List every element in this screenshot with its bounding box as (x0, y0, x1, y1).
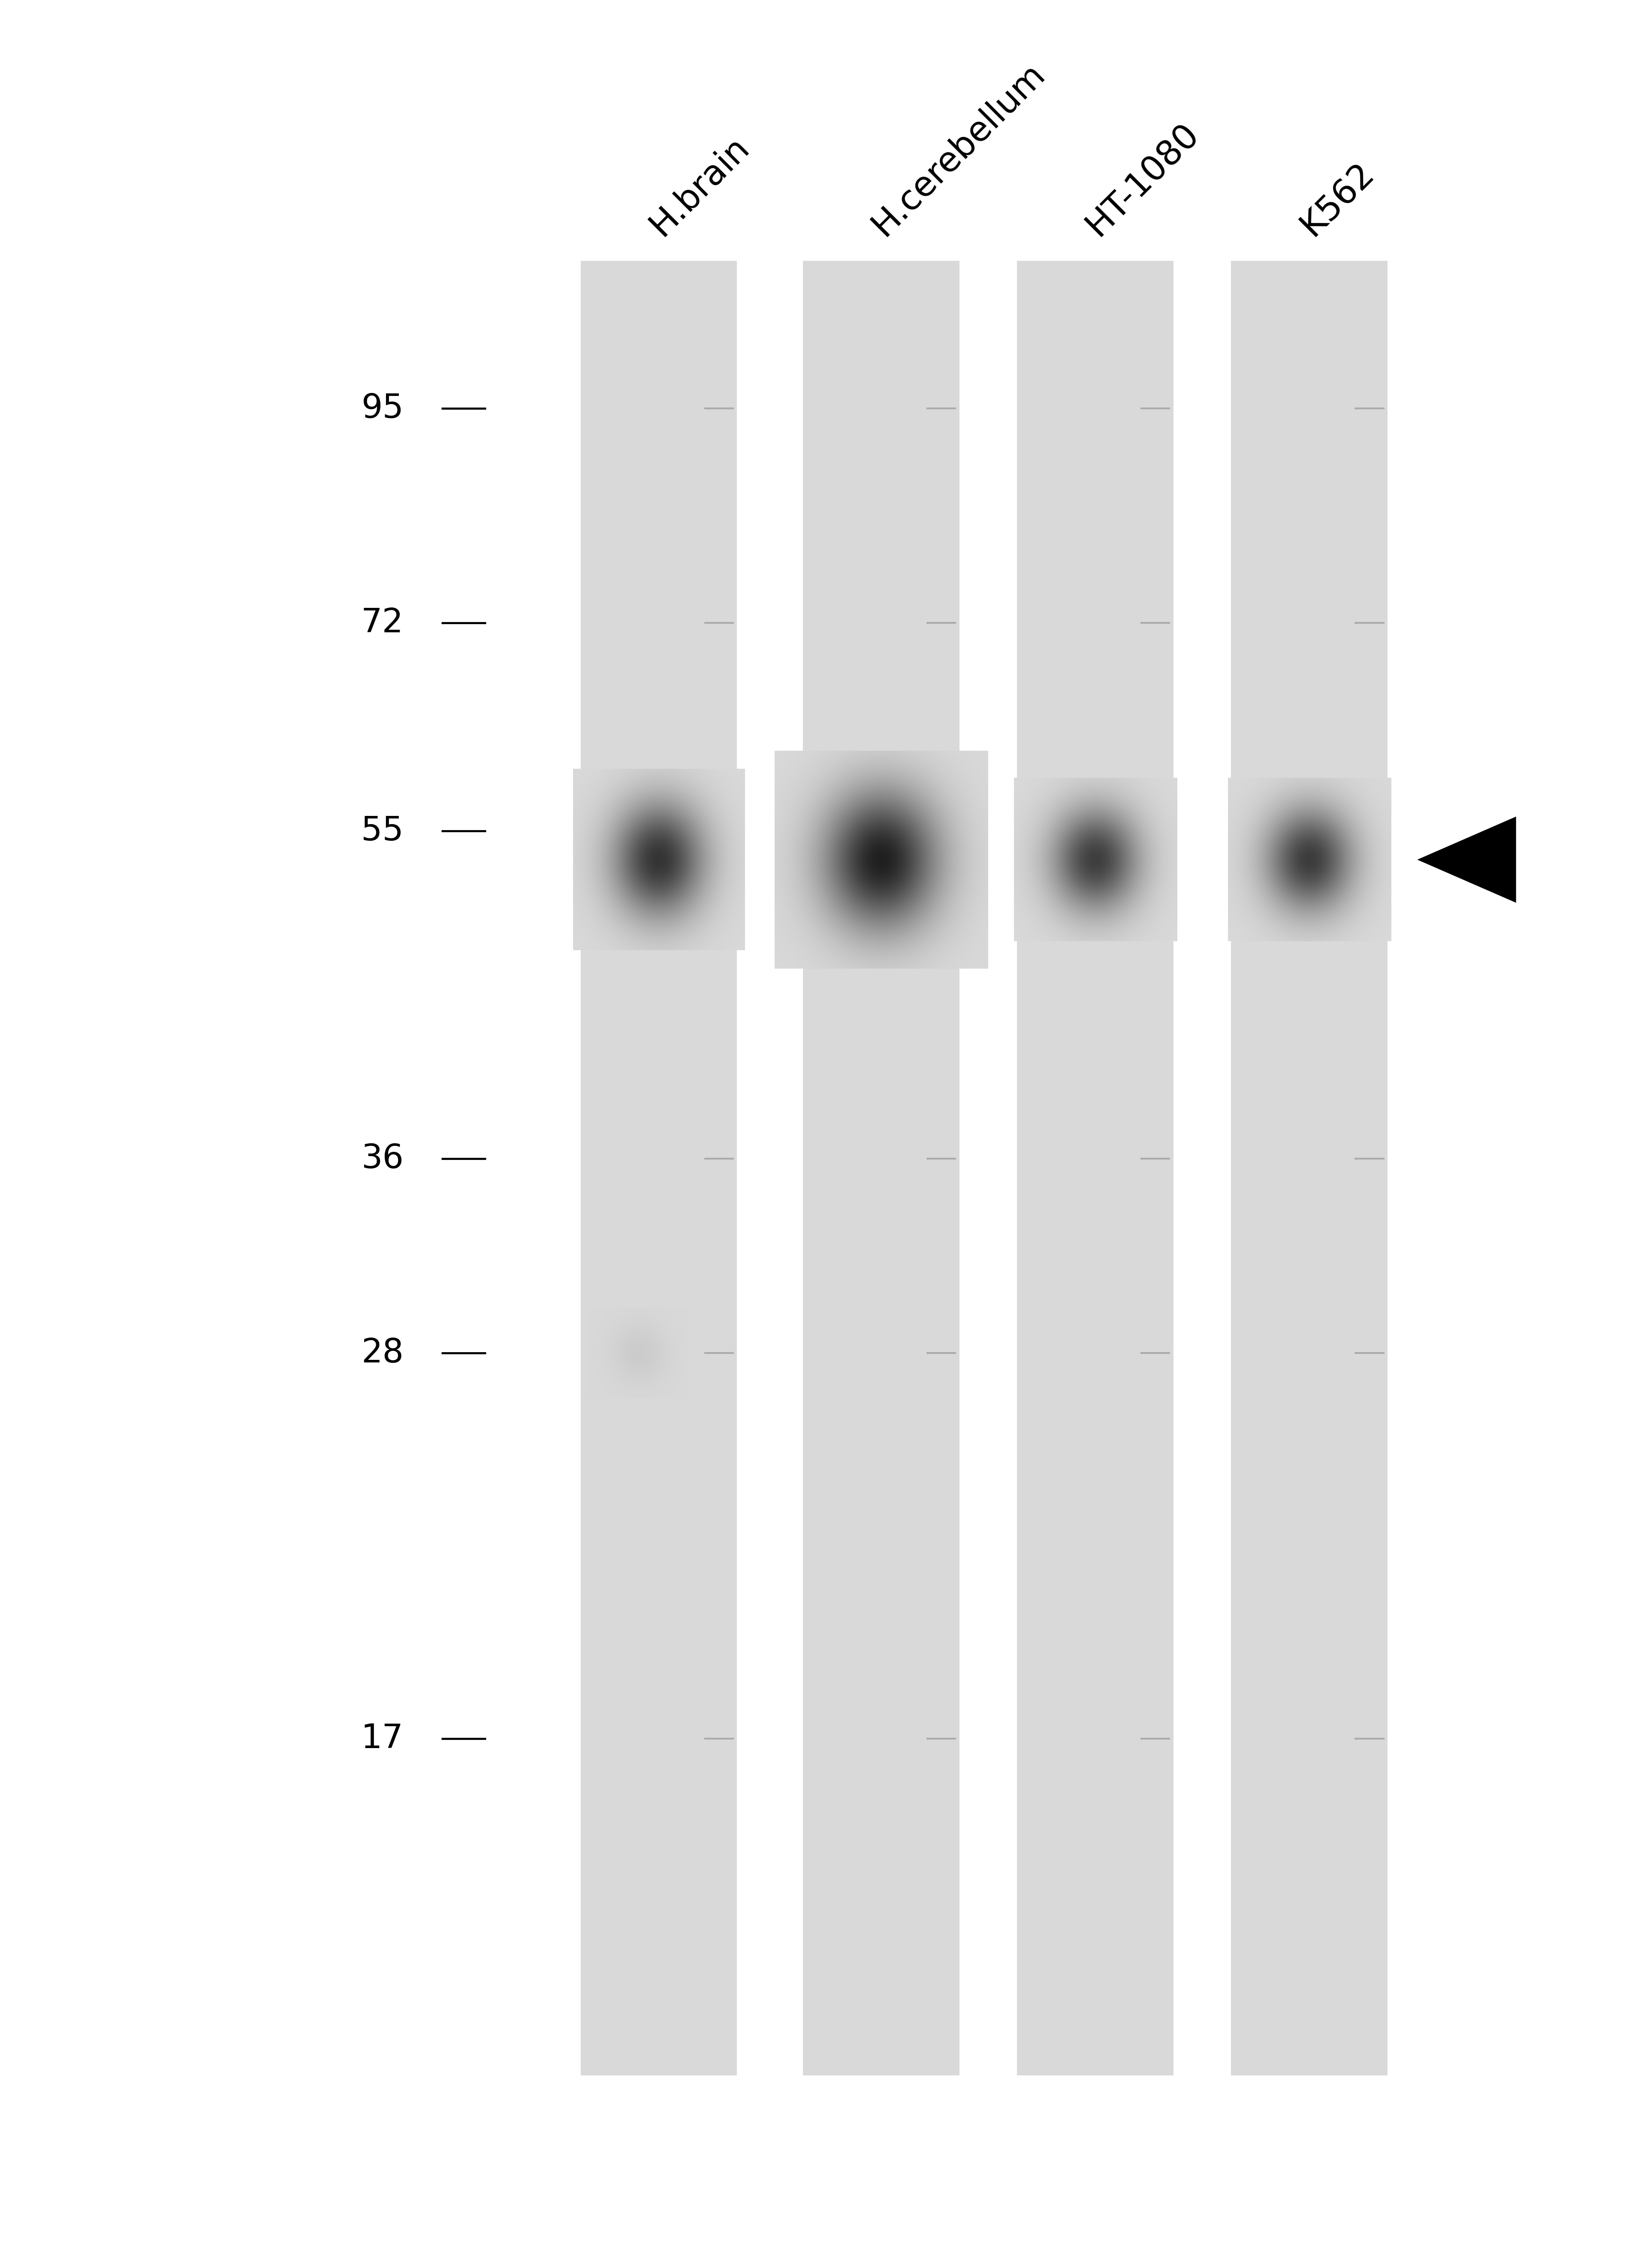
Text: 17: 17 (361, 1721, 404, 1755)
Text: 36: 36 (361, 1143, 404, 1175)
Text: HT-1080: HT-1080 (1080, 118, 1206, 243)
Bar (804, 261, 959, 2075)
Text: H.cerebellum: H.cerebellum (866, 57, 1051, 243)
Text: 55: 55 (361, 814, 404, 848)
Bar (581, 261, 738, 2075)
Text: 28: 28 (361, 1336, 404, 1370)
Text: 72: 72 (361, 606, 404, 640)
Polygon shape (1416, 816, 1517, 903)
Bar (1018, 261, 1173, 2075)
Text: 95: 95 (361, 392, 404, 424)
Text: K562: K562 (1295, 156, 1380, 243)
Text: H.brain: H.brain (644, 132, 756, 243)
Bar (1232, 261, 1387, 2075)
